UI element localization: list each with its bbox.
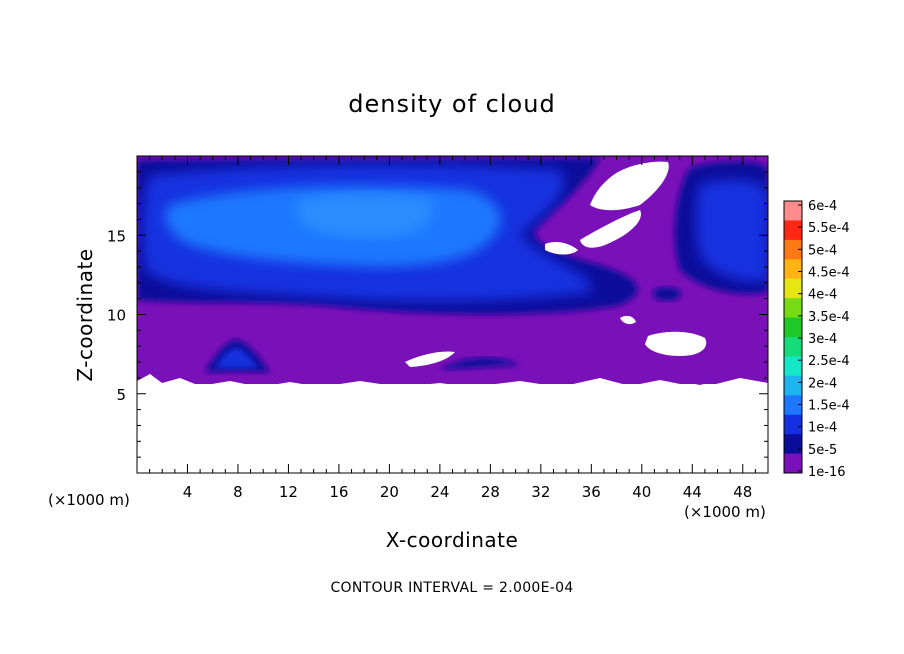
x-tick-label: 24 [430, 483, 449, 501]
contour-band-5e-5-bump-mid [440, 357, 520, 370]
heatmap-empty-hole-4 [645, 331, 707, 356]
x-tick-label: 28 [481, 483, 500, 501]
x-tick-label: 12 [279, 483, 298, 501]
colorbar: 1e-16 5e-5 1e-4 1.5e-4 2e-4 2.5e-4 3e-4 3.5e-4 4… [783, 199, 850, 480]
colorbar-label: 5e-5 [808, 443, 837, 458]
contour-band-1e-4-right [696, 179, 768, 282]
contour-band-1.5e-4-core [296, 194, 434, 238]
colorbar-swatch [784, 414, 802, 435]
y-tick-label: 5 [116, 386, 126, 404]
contour-interval-note: CONTOUR INTERVAL = 2.000E-04 [330, 580, 573, 596]
colorbar-label: 3.5e-4 [808, 310, 850, 325]
colorbar-swatch [784, 375, 802, 396]
colorbar-label: 3e-4 [808, 332, 837, 347]
colorbar-swatch [784, 356, 802, 377]
colorbar-frame [783, 200, 803, 474]
x-tick-label: 20 [380, 483, 399, 501]
colorbar-swatch [784, 434, 802, 455]
colorbar-label: 1e-4 [808, 421, 837, 436]
colorbar-label: 6e-4 [808, 199, 837, 214]
x-tick-label: 36 [582, 483, 601, 501]
colorbar-swatch [784, 239, 802, 260]
colorbar-swatch [784, 337, 802, 357]
contour-band-1e-4-bump-left [215, 348, 258, 368]
chart-title: density of cloud [348, 90, 555, 118]
heatmap-empty-lower [137, 374, 768, 473]
colorbar-label: 2.5e-4 [808, 354, 850, 369]
colorbar-swatch [784, 278, 802, 299]
x-axis-label: X-coordinate [386, 528, 519, 552]
heatmap-empty-hole-2 [580, 210, 641, 248]
colorbar-label: 1.5e-4 [808, 399, 850, 414]
heatmap-empty-hole-5 [405, 351, 455, 367]
x-axis-ticks: 4 8 12 16 20 24 28 32 36 40 44 48 [149, 156, 756, 501]
y-axis-label: Z-coordinate [73, 248, 97, 381]
colorbar-label: 5e-4 [808, 243, 837, 258]
colorbar-label: 2e-4 [808, 376, 837, 391]
x-tick-label: 48 [733, 483, 752, 501]
colorbar-label: 5.5e-4 [808, 221, 850, 236]
x-tick-label: 40 [632, 483, 651, 501]
heatmap-empty-hole-1 [590, 161, 669, 211]
y-axis-ticks: 5 10 15 [107, 171, 768, 458]
heatmap-field [137, 156, 768, 473]
heatmap-empty-hole-6 [620, 315, 636, 325]
heatmap-empty-hole-3 [545, 242, 578, 255]
colorbar-swatch [784, 220, 802, 241]
colorbar-label: 1e-16 [808, 465, 846, 480]
x-tick-label: 32 [531, 483, 550, 501]
colorbar-swatch [784, 298, 802, 319]
y-tick-label: 15 [107, 227, 126, 245]
colorbar-label: 4e-4 [808, 288, 837, 303]
colorbar-swatch [784, 317, 802, 338]
x-unit-left: (×1000 m) [48, 491, 130, 509]
x-tick-label: 8 [233, 483, 243, 501]
x-unit-right: (×1000 m) [684, 503, 766, 521]
colorbar-swatch [784, 201, 802, 221]
contour-band-5e-5-spot [653, 287, 681, 301]
y-tick-label: 10 [107, 307, 126, 325]
x-tick-label: 4 [183, 483, 193, 501]
colorbar-swatch [784, 453, 802, 474]
x-tick-label: 44 [683, 483, 702, 501]
colorbar-label: 4.5e-4 [808, 266, 850, 281]
x-tick-label: 16 [329, 483, 348, 501]
colorbar-swatch [784, 395, 802, 416]
colorbar-swatch [784, 259, 802, 280]
